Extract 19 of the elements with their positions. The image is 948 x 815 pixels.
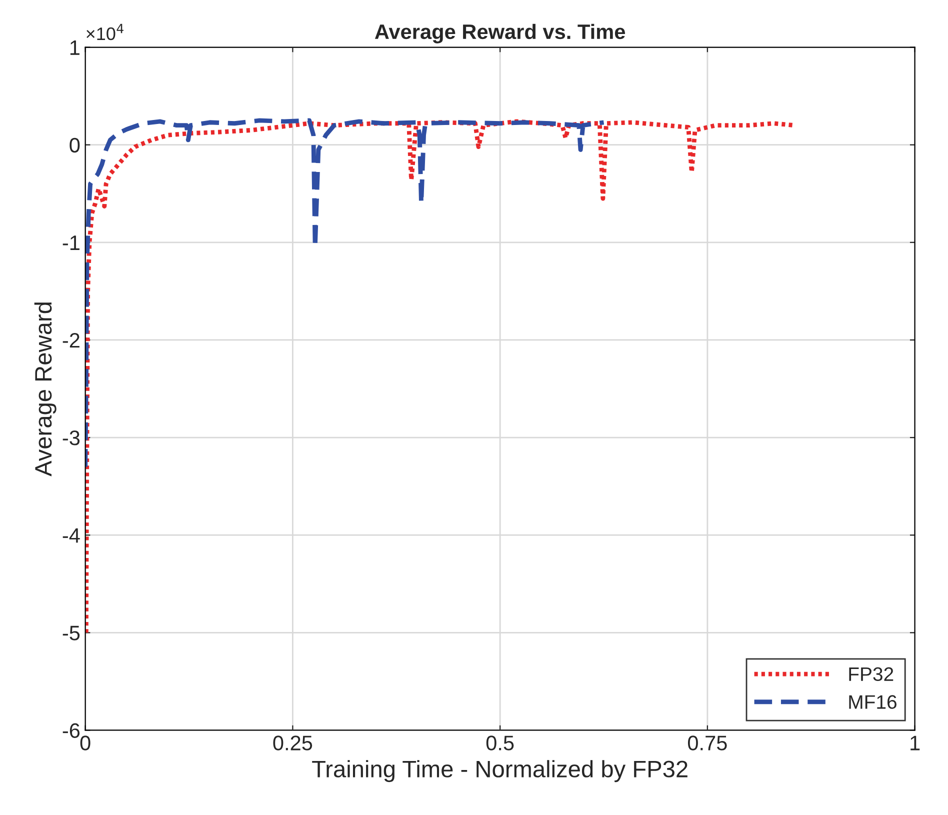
y-tick-label: 0 [70,138,80,153]
y-tick-label: 1 [70,40,80,55]
x-tick-label: 1 [910,736,920,750]
legend-label: FP32 [849,667,894,682]
y-tick-label: -5 [62,626,80,640]
y-tick-label: -6 [62,723,80,738]
x-axis-title: Training Time - Normalized by FP32 [312,760,688,782]
x-tick-label: 0.75 [688,736,727,750]
y-tick-label: -3 [62,430,80,446]
y-axis-title: Average Reward [34,302,56,476]
y-tick-label: -2 [62,332,80,348]
x-tick-label: 0 [80,736,90,750]
chart-title: Average Reward vs. Time [374,24,626,44]
x-tick-label: 0.25 [273,736,312,750]
legend-label: MF16 [849,695,896,709]
y-tick-label: -4 [62,528,80,543]
text: ×10$^{4}$ [86,24,124,40]
x-tick-label: 0.5 [486,736,514,750]
y-tick-label: -1 [62,236,80,250]
